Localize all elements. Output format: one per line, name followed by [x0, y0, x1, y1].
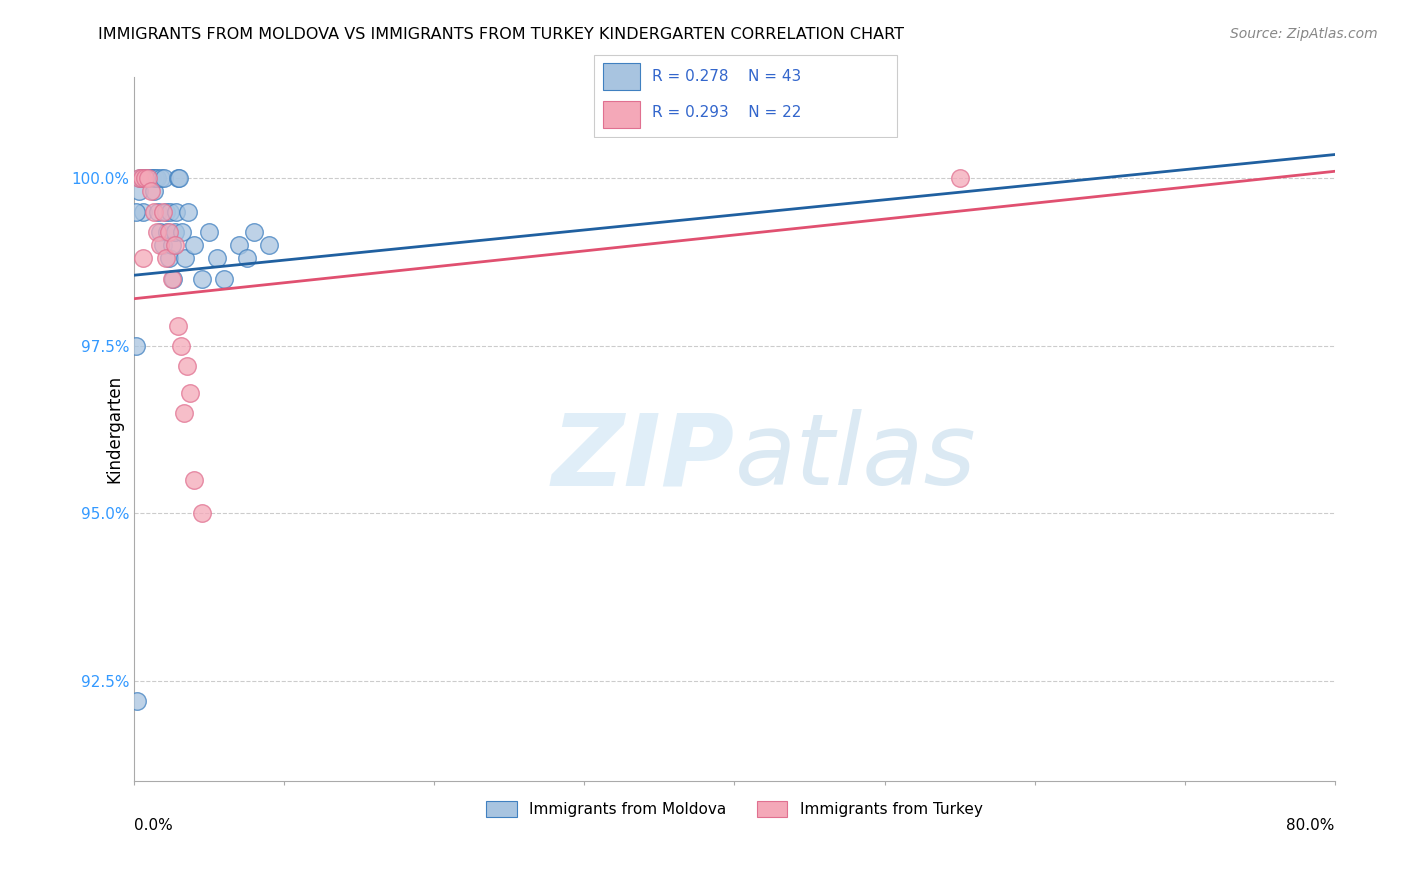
Point [205, 252, 228, 266]
Point [157, 252, 180, 266]
Point [167, 171, 190, 186]
Point [177, 204, 200, 219]
Point [160, 271, 183, 285]
Point [134, 171, 156, 186]
Point [155, 252, 177, 266]
Point [163, 225, 186, 239]
Legend: Immigrants from Moldova, Immigrants from Turkey: Immigrants from Moldova, Immigrants from… [481, 795, 988, 823]
Point [228, 238, 250, 252]
Point [163, 238, 186, 252]
Point [157, 225, 180, 239]
Text: IMMIGRANTS FROM MOLDOVA VS IMMIGRANTS FROM TURKEY KINDERGARTEN CORRELATION CHART: IMMIGRANTS FROM MOLDOVA VS IMMIGRANTS FR… [98, 27, 904, 42]
Point [128, 185, 150, 199]
Point [179, 385, 201, 400]
Text: R = 0.278    N = 43: R = 0.278 N = 43 [652, 69, 801, 84]
Point [169, 338, 191, 352]
Point [138, 171, 160, 186]
Text: 80.0%: 80.0% [1286, 818, 1334, 833]
Point [183, 238, 205, 252]
Point [139, 171, 162, 186]
Point [143, 171, 166, 186]
Point [132, 252, 155, 266]
Point [145, 225, 167, 239]
Point [153, 171, 176, 186]
Point [152, 204, 174, 219]
Point [131, 171, 153, 186]
Point [190, 506, 212, 520]
FancyBboxPatch shape [593, 55, 897, 136]
Point [150, 171, 173, 186]
Point [134, 171, 156, 186]
Point [142, 185, 165, 199]
Point [212, 271, 235, 285]
Point [162, 271, 184, 285]
Point [155, 204, 177, 219]
Point [145, 171, 167, 186]
Point [165, 204, 187, 219]
Point [146, 204, 169, 219]
Point [172, 225, 194, 239]
Point [149, 225, 172, 239]
Point [124, 204, 146, 219]
Point [183, 473, 205, 487]
Point [166, 171, 188, 186]
Point [131, 171, 153, 186]
Point [149, 238, 172, 252]
Point [132, 204, 155, 219]
Text: R = 0.293    N = 22: R = 0.293 N = 22 [652, 105, 801, 120]
Point [136, 171, 159, 186]
Point [127, 694, 149, 708]
Point [136, 171, 159, 186]
Point [176, 359, 198, 373]
Point [128, 171, 150, 186]
Text: 0.0%: 0.0% [134, 818, 173, 833]
Point [160, 238, 183, 252]
Y-axis label: Kindergarten: Kindergarten [105, 376, 122, 483]
Point [141, 171, 163, 186]
Point [948, 171, 970, 186]
Point [125, 338, 148, 352]
Point [243, 225, 266, 239]
Text: Source: ZipAtlas.com: Source: ZipAtlas.com [1230, 27, 1378, 41]
Point [166, 318, 188, 333]
Point [152, 238, 174, 252]
Point [156, 225, 179, 239]
Point [257, 238, 280, 252]
Point [159, 204, 181, 219]
Point [139, 185, 162, 199]
Bar [603, 101, 640, 128]
Point [129, 171, 152, 186]
Point [142, 204, 165, 219]
Text: atlas: atlas [734, 409, 976, 506]
Point [198, 225, 221, 239]
Point [173, 406, 195, 420]
Point [135, 171, 157, 186]
Point [190, 271, 212, 285]
Text: ZIP: ZIP [551, 409, 734, 506]
Point [235, 252, 257, 266]
Bar [603, 62, 640, 90]
Point [174, 252, 197, 266]
